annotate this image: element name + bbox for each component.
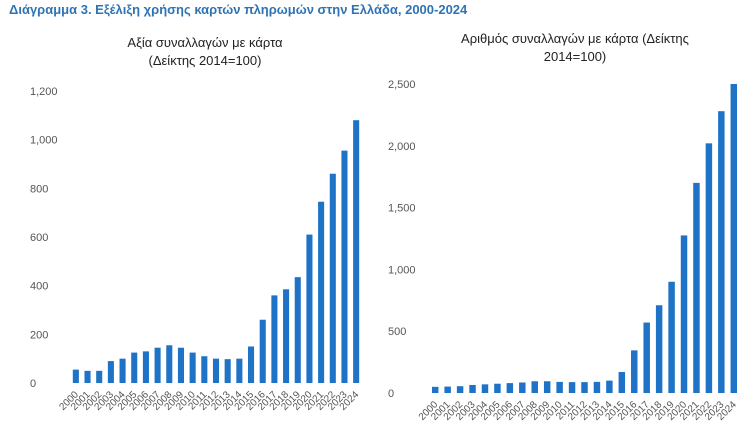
- right-ytick-label: 2,000: [388, 141, 416, 153]
- left-bar-2008: [166, 345, 173, 383]
- right-bar-2006: [506, 383, 514, 393]
- right-bar-2010: [556, 381, 563, 393]
- right-chart-title-line1: Αριθμός συναλλαγών με κάρτα (Δείκτης: [461, 31, 689, 46]
- left-ytick-label: 1,000: [30, 135, 58, 147]
- left-bar-2003: [107, 361, 114, 383]
- right-bar-2022: [705, 143, 713, 393]
- right-bar-2020: [680, 235, 688, 393]
- left-bar-2013: [224, 359, 231, 383]
- right-bar-2015: [618, 371, 626, 393]
- left-bar-2024: [353, 120, 360, 383]
- right-chart-title: Αριθμός συναλλαγών με κάρτα (Δείκτης 201…: [405, 30, 745, 66]
- left-bar-2022: [329, 173, 336, 383]
- right-bar-2002: [456, 386, 464, 393]
- right-ytick-label: 1,500: [388, 203, 416, 215]
- left-ytick-label: 600: [30, 232, 48, 244]
- right-bar-2019: [668, 281, 675, 393]
- left-bar-2014: [236, 358, 243, 383]
- left-bar-2001: [84, 370, 91, 383]
- left-bar-2023: [341, 150, 348, 383]
- left-bar-2009: [177, 347, 184, 383]
- left-bar-2000: [72, 369, 79, 383]
- left-ytick-label: 1,200: [30, 86, 58, 98]
- right-chart-title-line2: 2014=100): [543, 49, 607, 64]
- right-bar-2005: [494, 383, 501, 393]
- left-chart-title: Αξία συναλλαγών με κάρτα (Δείκτης 2014=1…: [40, 34, 370, 70]
- left-bar-2007: [154, 347, 161, 383]
- right-bar-2004: [481, 384, 489, 393]
- left-bar-2016: [259, 319, 266, 383]
- right-bar-2000: [431, 386, 439, 393]
- right-ytick-label: 0: [388, 388, 394, 400]
- right-bar-2009: [543, 381, 551, 393]
- right-ytick-label: 500: [388, 326, 406, 338]
- figure-title: Διάγραμμα 3. Εξέλιξη χρήσης καρτών πληρω…: [9, 2, 468, 17]
- left-ytick-label: 400: [30, 281, 48, 293]
- right-bar-2023: [718, 111, 725, 393]
- right-bar-2017: [643, 322, 650, 393]
- right-bar-2016: [631, 350, 638, 393]
- right-bar-2013: [593, 381, 601, 393]
- left-ytick-label: 200: [30, 329, 48, 341]
- left-bar-2002: [96, 370, 103, 383]
- left-ytick-label: 800: [30, 183, 48, 195]
- left-bar-2019: [294, 277, 301, 383]
- left-bar-2021: [318, 201, 325, 383]
- left-bar-2015: [248, 346, 255, 383]
- right-bar-2003: [469, 384, 476, 393]
- right-bar-2007: [519, 382, 526, 393]
- right-bar-2014: [606, 380, 613, 393]
- right-bar-2024: [730, 84, 738, 393]
- left-bar-2005: [131, 352, 138, 383]
- left-chart-title-line1: Αξία συναλλαγών με κάρτα: [127, 35, 283, 50]
- right-bar-2001: [444, 386, 451, 393]
- left-bar-2006: [142, 351, 149, 383]
- left-bar-2011: [201, 356, 208, 383]
- left-bar-2012: [212, 358, 220, 383]
- left-ytick-label: 0: [30, 378, 36, 390]
- left-bar-2018: [283, 289, 290, 383]
- right-ytick-label: 2,500: [388, 79, 416, 91]
- right-ytick-label: 1,000: [388, 264, 416, 276]
- right-bar-2021: [693, 182, 700, 393]
- left-chart-title-line2: (Δείκτης 2014=100): [148, 53, 262, 68]
- right-bar-2012: [581, 382, 588, 393]
- right-bar-2008: [531, 381, 538, 393]
- left-bar-2020: [306, 234, 313, 383]
- right-bar-2018: [655, 305, 663, 393]
- right-bar-2011: [568, 382, 576, 393]
- left-bar-2004: [119, 358, 126, 383]
- left-bar-2010: [189, 352, 196, 383]
- left-bar-2017: [271, 295, 278, 383]
